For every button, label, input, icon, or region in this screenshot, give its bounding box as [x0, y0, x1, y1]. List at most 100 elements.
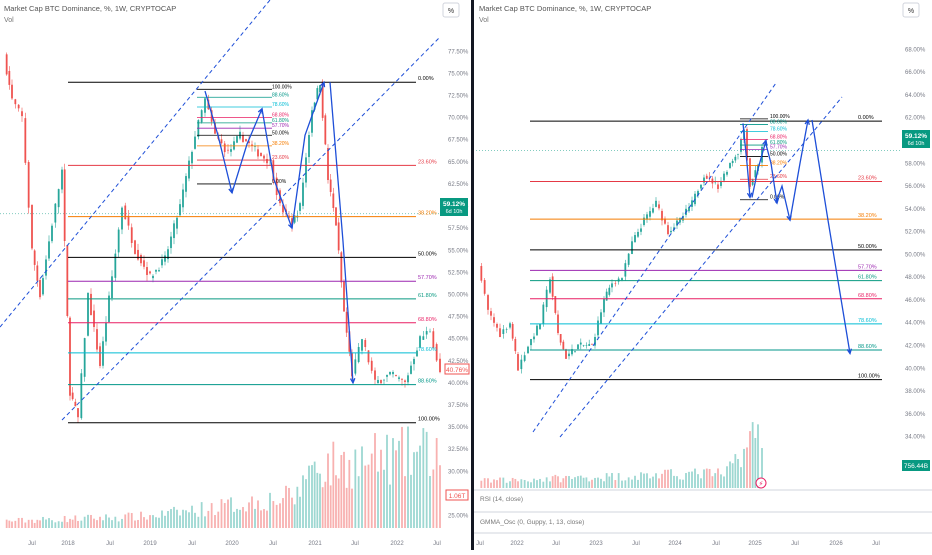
right-candle-body [682, 216, 684, 221]
left-projection-path [261, 108, 293, 229]
left-volume-bar [266, 510, 268, 528]
left-candle-body [161, 259, 163, 266]
left-candle-body [61, 169, 63, 190]
left-candle-body [386, 374, 388, 377]
left-volume-bar [319, 473, 321, 528]
right-volume-bar [536, 480, 538, 488]
right-x-tick-label: 2026 [829, 541, 843, 547]
left-volume-bar [242, 507, 244, 528]
right-volume-bar [582, 477, 585, 488]
left-candle-body [313, 102, 316, 110]
left-candle-body [311, 110, 313, 133]
left-chart-panel[interactable]: Market Cap BTC Dominance, %, 1W, CRYPTOC… [0, 0, 470, 547]
left-candle-body [364, 340, 367, 348]
left-candle-body [96, 329, 98, 350]
right-volume-bar [634, 475, 636, 488]
left-volume-bar [102, 520, 104, 528]
left-candle-body [130, 227, 133, 243]
right-scale-button[interactable] [902, 2, 920, 18]
right-candle-body [717, 184, 719, 189]
left-candle-body [332, 193, 335, 208]
right-projection-path [811, 119, 851, 354]
right-candle-body [726, 171, 728, 175]
right-volume-bar [646, 473, 648, 488]
left-volume-bar [111, 520, 113, 528]
right-y-tick-label: 64.00% [905, 93, 926, 99]
right-price-badge [902, 130, 930, 148]
right-volume-bar [652, 476, 654, 488]
left-volume-bar [348, 459, 351, 528]
right-x-tick-label: 2022 [510, 541, 524, 547]
left-price-badge-sub: 6d 10h [446, 209, 463, 215]
right-volume-bar [493, 479, 495, 488]
left-projection-arrow [349, 378, 356, 385]
flash-icon[interactable] [755, 477, 767, 489]
left-candle-body [357, 347, 360, 363]
left-candle-body [345, 311, 348, 333]
right-candle-body [509, 323, 511, 328]
right-candle-body [637, 231, 639, 237]
left-candle-body [164, 255, 166, 262]
left-candle-body [348, 331, 351, 352]
right-candle-body [754, 170, 757, 178]
right-y-tick-label: 36.00% [905, 412, 926, 418]
left-y-tick-label: 75.00% [448, 71, 469, 77]
right-volume-bar [565, 475, 567, 488]
right-volume-bar [597, 477, 599, 488]
right-candle-body [658, 204, 660, 209]
right-candle-body [530, 339, 532, 346]
left-volume-bar [146, 519, 148, 528]
left-fib-label: 68.80% [418, 317, 437, 323]
left-volume-bar [48, 518, 50, 528]
left-y-tick-label: 57.50% [448, 226, 469, 232]
left-volume-bar [220, 499, 223, 528]
right-volume-bar [700, 478, 702, 488]
left-vol-label: Vol [4, 17, 14, 24]
right-inner-fib-label: 88.60% [770, 120, 788, 126]
left-volume-bar [90, 514, 92, 528]
flash-icon-glyph: ⚡ [759, 480, 764, 488]
left-x-tick-label: 2022 [390, 541, 404, 547]
left-candle-body [220, 139, 223, 144]
right-candle-body [539, 323, 541, 330]
left-candle-body [158, 270, 160, 272]
left-fib-label: 23.60% [418, 159, 437, 165]
left-volume-bar [143, 517, 145, 528]
left-volume-bar [105, 514, 107, 528]
left-volume-bar [173, 506, 175, 528]
right-candle-body [517, 354, 519, 371]
right-volume-bar [640, 472, 642, 488]
right-candle-body [621, 278, 623, 281]
right-inner-fib-label: 38.20% [770, 161, 788, 167]
left-candle-body [413, 358, 415, 365]
left-volume-bar [227, 499, 229, 528]
left-volume-bar [134, 520, 136, 528]
left-candle-body [416, 350, 418, 357]
panel-divider[interactable] [471, 0, 474, 550]
left-volume-bar [179, 515, 181, 528]
right-channel [532, 82, 843, 438]
left-candle-body [124, 205, 127, 220]
right-chart-panel[interactable]: Market Cap BTC Dominance, %, 1W, CRYPTOC… [474, 2, 932, 547]
left-scale-button[interactable] [442, 2, 460, 18]
right-candle-body [588, 344, 591, 346]
right-volume-bar [705, 468, 708, 488]
left-volume-bar [285, 485, 287, 528]
left-y-tick-label: 32.50% [448, 447, 469, 453]
left-y-tick-label: 42.50% [448, 359, 469, 365]
left-volume-bar [380, 449, 382, 528]
right-x-tick-label: Jul [476, 541, 484, 547]
left-volume-bar [337, 478, 340, 528]
right-scale-button-label: % [908, 8, 914, 15]
left-candle-body [329, 179, 332, 192]
right-volume-bar [751, 422, 754, 488]
left-volume-bar [374, 433, 376, 528]
right-volume-bar [655, 473, 657, 488]
left-candle-body [401, 378, 403, 380]
left-volume-bar [45, 519, 47, 528]
left-candle-body [398, 377, 400, 379]
right-candle-body [646, 214, 648, 220]
left-candle-body [74, 401, 77, 407]
left-volume-bar [422, 428, 425, 528]
left-candle-body [316, 88, 319, 100]
